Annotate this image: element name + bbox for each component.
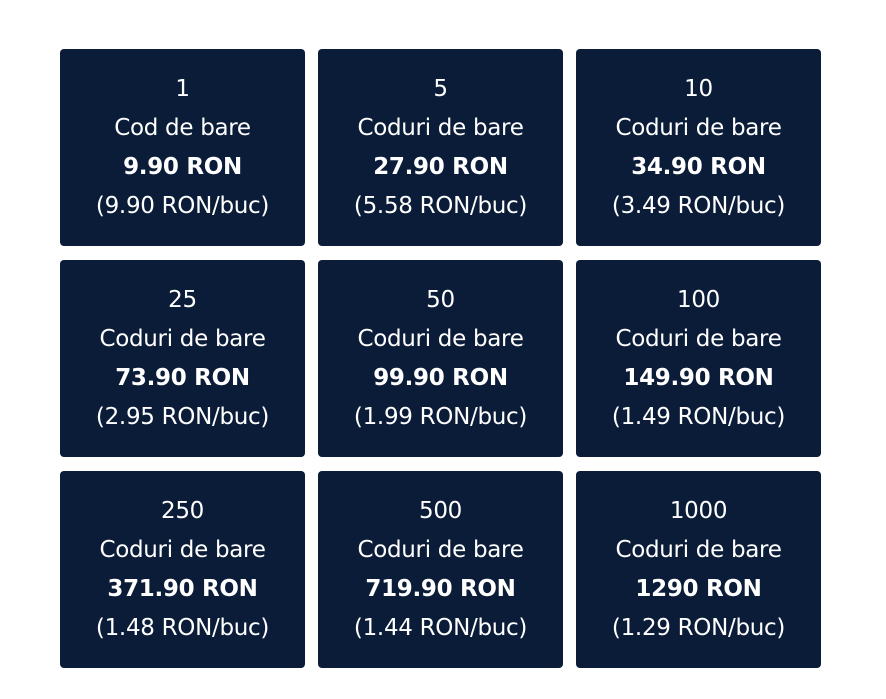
package-quantity: 1	[175, 75, 190, 102]
package-card[interactable]: 25 Coduri de bare 73.90 RON (2.95 RON/buc)	[60, 260, 305, 457]
package-unit-price: (9.90 RON/buc)	[95, 192, 270, 219]
package-quantity: 25	[168, 286, 197, 313]
package-card[interactable]: 100 Coduri de bare 149.90 RON (1.49 RON/buc…	[576, 260, 821, 457]
package-unit-price: (3.49 RON/buc)	[611, 192, 786, 219]
package-price: 1290 RON	[635, 575, 762, 602]
package-card[interactable]: 50 Coduri de bare 99.90 RON (1.99 RON/buc)	[318, 260, 563, 457]
package-label: Coduri de bare	[615, 536, 782, 563]
package-unit-price: (1.49 RON/buc)	[611, 403, 786, 430]
package-price: 34.90 RON	[631, 153, 766, 180]
package-quantity: 100	[677, 286, 720, 313]
package-price: 99.90 RON	[373, 364, 508, 391]
package-unit-price: (5.58 RON/buc)	[353, 192, 528, 219]
package-label: Coduri de bare	[615, 114, 782, 141]
package-card[interactable]: 10 Coduri de bare 34.90 RON (3.49 RON/buc)	[576, 49, 821, 246]
package-quantity: 5	[433, 75, 448, 102]
package-card[interactable]: 1000 Coduri de bare 1290 RON (1.29 RON/buc)	[576, 471, 821, 668]
package-quantity: 1000	[669, 497, 728, 524]
package-unit-price: (1.44 RON/buc)	[353, 614, 528, 641]
package-card[interactable]: 250 Coduri de bare 371.90 RON (1.48 RON/buc…	[60, 471, 305, 668]
package-price: 9.90 RON	[123, 153, 242, 180]
package-price: 73.90 RON	[115, 364, 250, 391]
package-label: Coduri de bare	[357, 114, 524, 141]
package-label: Coduri de bare	[357, 325, 524, 352]
package-label: Coduri de bare	[99, 536, 266, 563]
package-unit-price: (1.29 RON/buc)	[611, 614, 786, 641]
package-unit-price: (1.99 RON/buc)	[353, 403, 528, 430]
package-unit-price: (2.95 RON/buc)	[95, 403, 270, 430]
package-price: 149.90 RON	[623, 364, 774, 391]
pricing-grid: 1 Cod de bare 9.90 RON (9.90 RON/buc) 5 Codur…	[60, 49, 821, 668]
package-label: Cod de bare	[114, 114, 251, 141]
package-label: Coduri de bare	[357, 536, 524, 563]
package-quantity: 250	[161, 497, 204, 524]
package-quantity: 500	[419, 497, 462, 524]
package-label: Coduri de bare	[615, 325, 782, 352]
package-card[interactable]: 1 Cod de bare 9.90 RON (9.90 RON/buc)	[60, 49, 305, 246]
package-quantity: 10	[684, 75, 713, 102]
package-card[interactable]: 5 Coduri de bare 27.90 RON (5.58 RON/buc)	[318, 49, 563, 246]
package-price: 27.90 RON	[373, 153, 508, 180]
package-quantity: 50	[426, 286, 455, 313]
package-unit-price: (1.48 RON/buc)	[95, 614, 270, 641]
package-price: 719.90 RON	[365, 575, 516, 602]
package-card[interactable]: 500 Coduri de bare 719.90 RON (1.44 RON/buc…	[318, 471, 563, 668]
package-price: 371.90 RON	[107, 575, 258, 602]
package-label: Coduri de bare	[99, 325, 266, 352]
